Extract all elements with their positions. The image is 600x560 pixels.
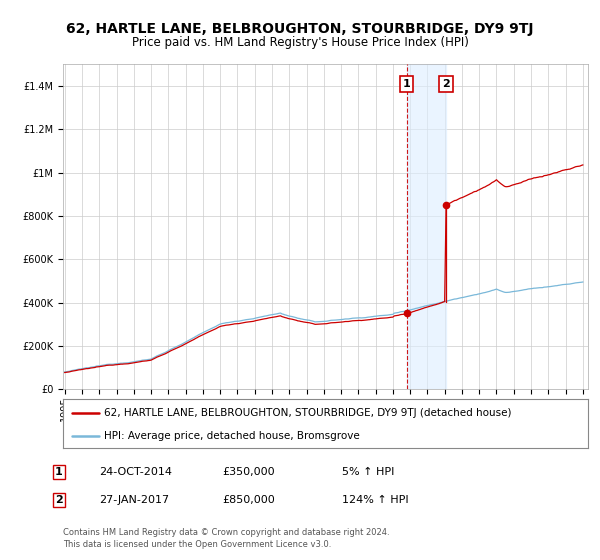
- Text: 62, HARTLE LANE, BELBROUGHTON, STOURBRIDGE, DY9 9TJ (detached house): 62, HARTLE LANE, BELBROUGHTON, STOURBRID…: [104, 408, 511, 418]
- Bar: [407, 64, 446, 389]
- Text: Price paid vs. HM Land Registry's House Price Index (HPI): Price paid vs. HM Land Registry's House …: [131, 36, 469, 49]
- Text: 27-JAN-2017: 27-JAN-2017: [99, 494, 169, 505]
- Text: 2: 2: [442, 79, 450, 89]
- Text: 2: 2: [55, 494, 62, 505]
- Text: 62, HARTLE LANE, BELBROUGHTON, STOURBRIDGE, DY9 9TJ: 62, HARTLE LANE, BELBROUGHTON, STOURBRID…: [66, 22, 534, 36]
- Text: 5% ↑ HPI: 5% ↑ HPI: [342, 466, 394, 477]
- Text: HPI: Average price, detached house, Bromsgrove: HPI: Average price, detached house, Brom…: [104, 431, 360, 441]
- Text: £350,000: £350,000: [222, 466, 275, 477]
- Text: 124% ↑ HPI: 124% ↑ HPI: [342, 494, 409, 505]
- Text: 24-OCT-2014: 24-OCT-2014: [99, 466, 172, 477]
- Text: 1: 1: [403, 79, 411, 89]
- Text: £850,000: £850,000: [222, 494, 275, 505]
- Text: Contains HM Land Registry data © Crown copyright and database right 2024.
This d: Contains HM Land Registry data © Crown c…: [63, 528, 389, 549]
- Text: 1: 1: [55, 466, 62, 477]
